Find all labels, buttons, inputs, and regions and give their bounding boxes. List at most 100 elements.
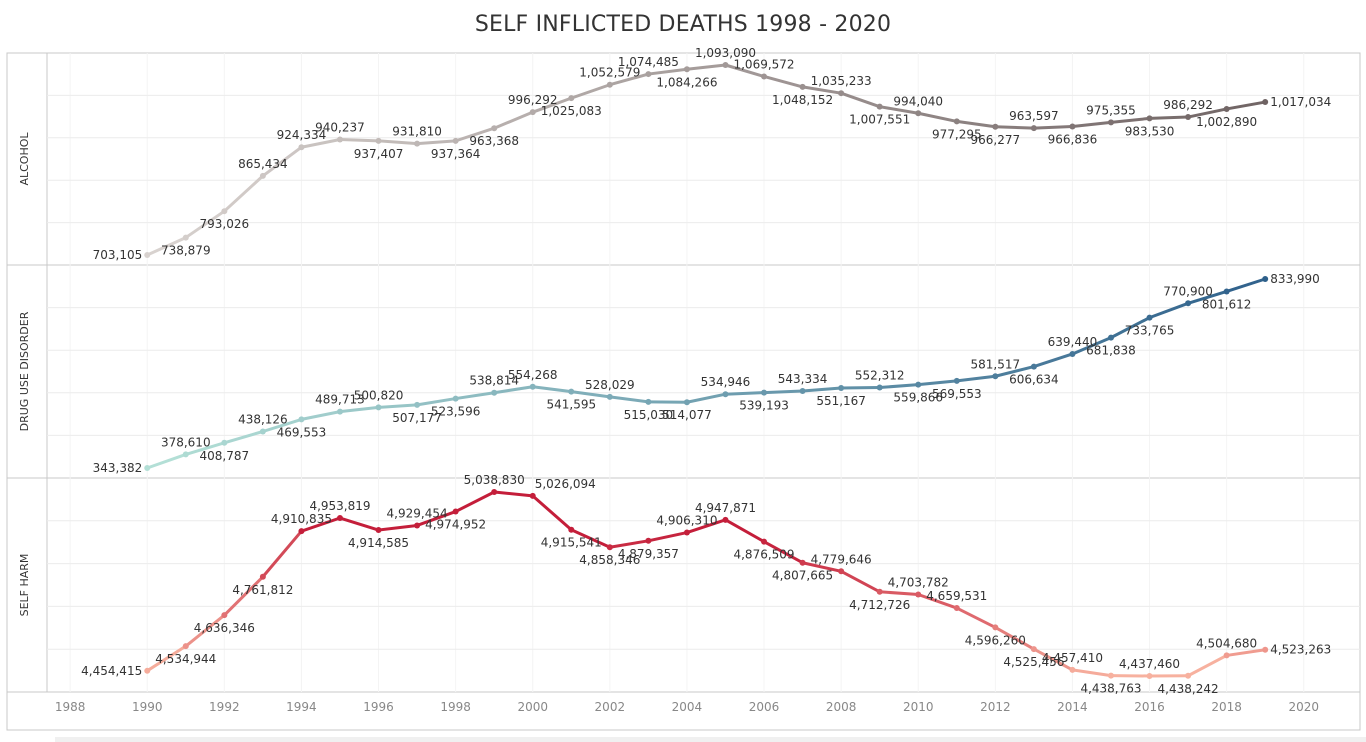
- data-point[interactable]: [452, 508, 459, 515]
- series-line-segment: [454, 391, 496, 401]
- data-point[interactable]: [722, 516, 729, 523]
- series-line-segment: [955, 374, 997, 383]
- data-point[interactable]: [529, 109, 536, 116]
- data-point[interactable]: [1262, 99, 1269, 106]
- data-point[interactable]: [645, 537, 652, 544]
- data-point[interactable]: [1146, 314, 1153, 321]
- data-point[interactable]: [876, 103, 883, 110]
- data-point[interactable]: [799, 83, 806, 90]
- data-point[interactable]: [992, 373, 999, 380]
- data-point[interactable]: [606, 393, 613, 400]
- data-point[interactable]: [375, 404, 382, 411]
- data-point[interactable]: [1262, 646, 1269, 653]
- data-point[interactable]: [259, 573, 266, 580]
- data-point[interactable]: [375, 137, 382, 144]
- data-point[interactable]: [182, 643, 189, 650]
- data-point[interactable]: [838, 568, 845, 575]
- data-point[interactable]: [1185, 114, 1192, 121]
- data-point[interactable]: [568, 95, 575, 102]
- data-point[interactable]: [1262, 276, 1269, 282]
- data-point[interactable]: [1107, 672, 1114, 679]
- data-point[interactable]: [259, 172, 266, 179]
- data-point[interactable]: [953, 377, 960, 384]
- chart-title: SELF INFLICTED DEATHS 1998 - 2020: [474, 12, 892, 37]
- data-point[interactable]: [953, 118, 960, 125]
- data-point[interactable]: [1069, 123, 1076, 130]
- data-point[interactable]: [568, 526, 575, 533]
- data-point[interactable]: [761, 538, 768, 545]
- data-point[interactable]: [1223, 288, 1230, 295]
- data-point[interactable]: [298, 416, 305, 423]
- data-point[interactable]: [1030, 363, 1037, 370]
- data-point[interactable]: [144, 252, 151, 258]
- data-point[interactable]: [606, 544, 613, 551]
- data-point[interactable]: [336, 408, 343, 415]
- data-point[interactable]: [491, 389, 498, 396]
- series-line-segment: [222, 174, 265, 213]
- data-point[interactable]: [683, 399, 690, 406]
- data-point[interactable]: [221, 612, 228, 619]
- data-point[interactable]: [683, 66, 690, 73]
- series-line-segment: [993, 125, 1036, 130]
- data-point[interactable]: [915, 110, 922, 117]
- data-point[interactable]: [1146, 115, 1153, 122]
- data-point[interactable]: [259, 428, 266, 435]
- data-point[interactable]: [722, 62, 729, 68]
- data-label: 986,292: [1163, 98, 1213, 112]
- data-point[interactable]: [529, 492, 536, 499]
- data-point[interactable]: [683, 529, 690, 536]
- data-point[interactable]: [1146, 673, 1153, 679]
- data-point[interactable]: [761, 389, 768, 396]
- data-point[interactable]: [761, 73, 768, 80]
- data-point[interactable]: [1185, 672, 1192, 679]
- data-point[interactable]: [336, 136, 343, 143]
- data-point[interactable]: [1223, 652, 1230, 659]
- data-point[interactable]: [414, 401, 421, 408]
- data-point[interactable]: [375, 527, 382, 534]
- data-point[interactable]: [144, 465, 151, 471]
- data-point[interactable]: [221, 439, 228, 446]
- data-label: 1,048,152: [772, 93, 833, 107]
- data-point[interactable]: [992, 624, 999, 631]
- data-point[interactable]: [1185, 300, 1192, 307]
- data-point[interactable]: [1030, 646, 1037, 653]
- data-point[interactable]: [491, 489, 498, 495]
- data-point[interactable]: [568, 388, 575, 395]
- data-point[interactable]: [645, 398, 652, 405]
- data-point[interactable]: [645, 71, 652, 78]
- data-point[interactable]: [606, 81, 613, 88]
- data-point[interactable]: [491, 125, 498, 132]
- data-point[interactable]: [876, 384, 883, 391]
- data-point[interactable]: [182, 451, 189, 458]
- series-line-segment: [801, 561, 843, 573]
- data-point[interactable]: [799, 559, 806, 566]
- data-point[interactable]: [1030, 125, 1037, 132]
- data-point[interactable]: [414, 522, 421, 529]
- series-line-segment: [608, 539, 650, 549]
- data-point[interactable]: [452, 137, 459, 144]
- data-point[interactable]: [1069, 350, 1076, 357]
- data-point[interactable]: [529, 383, 536, 390]
- data-point[interactable]: [414, 140, 421, 147]
- data-point[interactable]: [722, 391, 729, 398]
- data-point[interactable]: [298, 144, 305, 151]
- data-point[interactable]: [1107, 334, 1114, 341]
- data-label: 4,910,835: [271, 512, 332, 526]
- data-point[interactable]: [915, 381, 922, 388]
- data-point[interactable]: [953, 605, 960, 612]
- data-point[interactable]: [838, 384, 845, 391]
- data-point[interactable]: [182, 234, 189, 241]
- data-point[interactable]: [1107, 119, 1114, 126]
- data-point[interactable]: [336, 515, 343, 522]
- data-point[interactable]: [876, 588, 883, 595]
- data-point[interactable]: [298, 528, 305, 535]
- data-point[interactable]: [838, 90, 845, 97]
- data-point[interactable]: [144, 667, 151, 674]
- data-point[interactable]: [452, 395, 459, 402]
- data-point[interactable]: [221, 208, 228, 215]
- data-point[interactable]: [992, 123, 999, 130]
- data-point[interactable]: [1223, 105, 1230, 112]
- data-point[interactable]: [1069, 666, 1076, 673]
- data-point[interactable]: [799, 387, 806, 394]
- data-point[interactable]: [915, 591, 922, 598]
